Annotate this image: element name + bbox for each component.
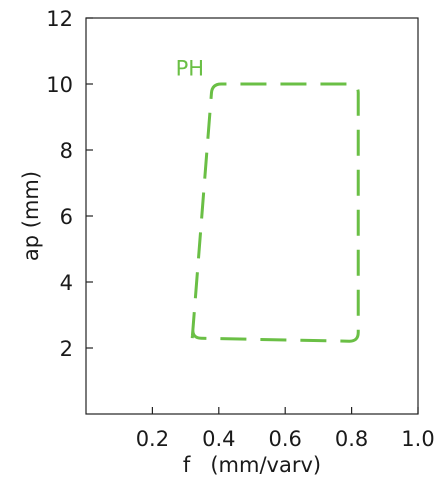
area-label-ph: PH (176, 57, 204, 81)
x-ticks: 0.2 0.4 0.6 0.8 1.0 (136, 407, 435, 451)
y-ticks: 2 4 6 8 10 12 (46, 7, 93, 361)
series-outline (190, 82, 360, 343)
x-tick-label: 0.4 (202, 427, 235, 451)
y-axis-title: ap (mm) (19, 171, 43, 261)
x-tick-label: 0.6 (268, 427, 301, 451)
series-layer (190, 82, 360, 343)
x-tick-label: 1.0 (401, 427, 434, 451)
y-tick-label: 10 (46, 73, 73, 97)
x-axis-title: f (mm/varv) (183, 453, 321, 477)
x-tick-label: 0.8 (335, 427, 368, 451)
plot-frame (85, 17, 419, 415)
y-tick-label: 6 (60, 205, 73, 229)
y-tick-label: 12 (46, 7, 73, 31)
y-tick-label: 8 (60, 139, 73, 163)
y-tick-label: 4 (60, 271, 73, 295)
x-tick-label: 0.2 (136, 427, 169, 451)
y-tick-label: 2 (60, 337, 73, 361)
